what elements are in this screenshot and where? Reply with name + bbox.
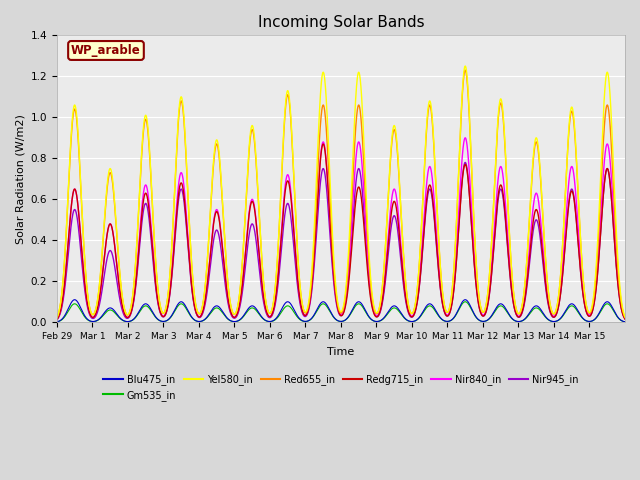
Nir945_in bbox=[461, 159, 469, 165]
Yel580_in bbox=[615, 270, 623, 276]
Redg715_in bbox=[464, 176, 472, 182]
Nir945_in bbox=[414, 296, 422, 302]
Red655_in bbox=[53, 315, 61, 321]
Nir840_in bbox=[534, 197, 542, 203]
Line: Nir840_in: Nir840_in bbox=[57, 138, 625, 319]
Yel580_in bbox=[534, 144, 542, 150]
Yel580_in bbox=[461, 63, 469, 69]
Redg715_in bbox=[615, 289, 623, 295]
Gm535_in bbox=[621, 319, 629, 325]
Redg715_in bbox=[500, 201, 508, 207]
Nir945_in bbox=[621, 316, 629, 322]
Nir945_in bbox=[534, 222, 542, 228]
Line: Yel580_in: Yel580_in bbox=[57, 66, 625, 318]
Gm535_in bbox=[464, 301, 472, 307]
Nir840_in bbox=[500, 185, 508, 191]
Nir840_in bbox=[615, 285, 623, 290]
Nir945_in bbox=[615, 289, 623, 295]
Blu475_in bbox=[500, 303, 508, 309]
Gm535_in bbox=[53, 319, 61, 325]
Title: Incoming Solar Bands: Incoming Solar Bands bbox=[258, 15, 424, 30]
Nir945_in bbox=[500, 205, 508, 211]
Line: Redg715_in: Redg715_in bbox=[57, 144, 625, 319]
Red655_in bbox=[534, 148, 542, 154]
Nir840_in bbox=[461, 135, 469, 141]
Gm535_in bbox=[461, 299, 469, 305]
Yel580_in bbox=[464, 86, 472, 92]
Text: WP_arable: WP_arable bbox=[71, 44, 141, 57]
Red655_in bbox=[414, 281, 422, 287]
Red655_in bbox=[500, 131, 508, 137]
Yel580_in bbox=[53, 315, 61, 321]
Yel580_in bbox=[414, 281, 422, 287]
Nir840_in bbox=[464, 152, 472, 157]
Red655_in bbox=[621, 315, 629, 321]
Redg715_in bbox=[534, 213, 542, 218]
Red655_in bbox=[170, 217, 177, 223]
Nir945_in bbox=[464, 174, 472, 180]
Line: Gm535_in: Gm535_in bbox=[57, 302, 625, 322]
Blu475_in bbox=[615, 315, 623, 321]
Blu475_in bbox=[71, 297, 79, 302]
Nir945_in bbox=[170, 258, 177, 264]
Red655_in bbox=[464, 90, 472, 96]
Yel580_in bbox=[170, 216, 177, 221]
Nir840_in bbox=[414, 292, 422, 298]
Redg715_in bbox=[170, 255, 177, 261]
Nir840_in bbox=[53, 316, 61, 322]
Redg715_in bbox=[621, 316, 629, 322]
Blu475_in bbox=[621, 319, 629, 324]
Red655_in bbox=[615, 277, 623, 283]
Y-axis label: Solar Radiation (W/m2): Solar Radiation (W/m2) bbox=[15, 114, 25, 244]
Line: Red655_in: Red655_in bbox=[57, 70, 625, 318]
Blu475_in bbox=[170, 310, 177, 315]
Gm535_in bbox=[414, 316, 422, 322]
Nir945_in bbox=[53, 317, 61, 323]
Blu475_in bbox=[53, 319, 61, 324]
Legend: Blu475_in, Gm535_in, Yel580_in, Red655_in, Redg715_in, Nir840_in, Nir945_in: Blu475_in, Gm535_in, Yel580_in, Red655_i… bbox=[99, 370, 582, 405]
Yel580_in bbox=[500, 127, 508, 133]
Line: Blu475_in: Blu475_in bbox=[57, 300, 625, 322]
Gm535_in bbox=[534, 306, 542, 312]
Gm535_in bbox=[500, 305, 508, 311]
Blu475_in bbox=[414, 316, 422, 322]
Yel580_in bbox=[621, 314, 629, 320]
Blu475_in bbox=[534, 304, 542, 310]
Redg715_in bbox=[414, 294, 422, 300]
Blu475_in bbox=[464, 299, 472, 305]
Nir840_in bbox=[170, 251, 177, 256]
Red655_in bbox=[461, 67, 469, 73]
Redg715_in bbox=[319, 141, 327, 147]
Line: Nir945_in: Nir945_in bbox=[57, 162, 625, 320]
Gm535_in bbox=[615, 316, 623, 322]
Gm535_in bbox=[170, 311, 177, 317]
Redg715_in bbox=[53, 316, 61, 322]
X-axis label: Time: Time bbox=[327, 347, 355, 357]
Nir840_in bbox=[621, 316, 629, 322]
